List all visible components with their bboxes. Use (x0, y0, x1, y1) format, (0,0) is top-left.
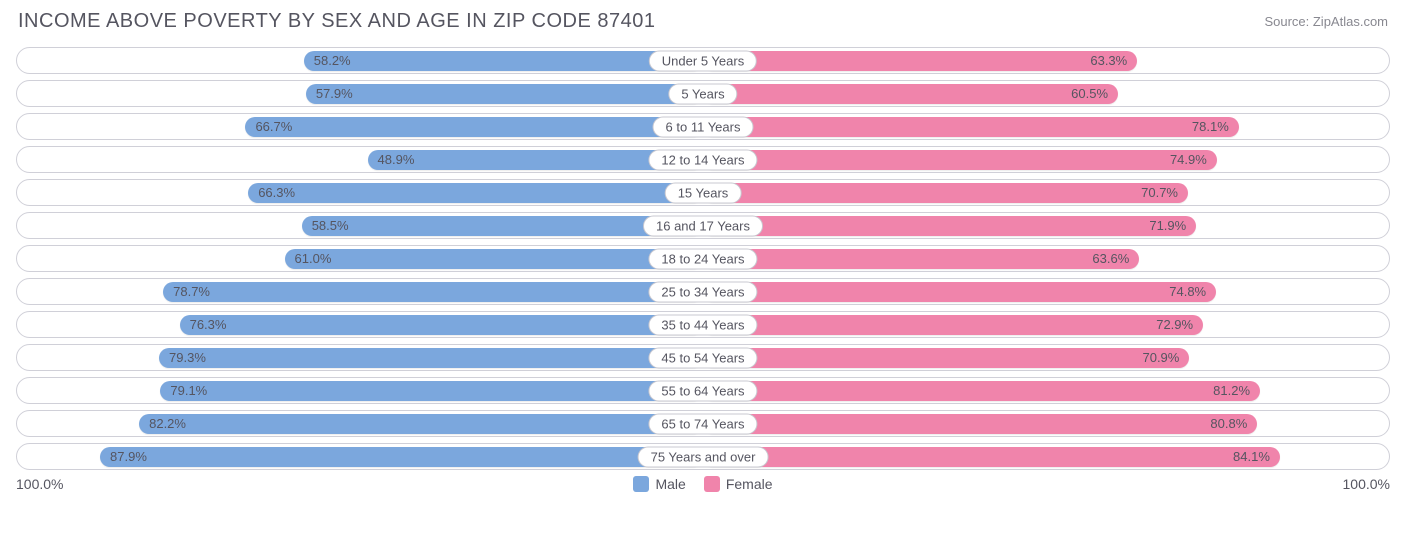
bar-male: 78.7% (163, 282, 703, 302)
legend-label-female: Female (726, 476, 773, 492)
half-female: 78.1% (703, 114, 1389, 139)
half-male: 76.3% (17, 312, 703, 337)
legend-swatch-female (704, 476, 720, 492)
half-female: 74.9% (703, 147, 1389, 172)
bar-female: 74.8% (703, 282, 1216, 302)
chart-row: 58.2%63.3%Under 5 Years (16, 47, 1390, 74)
category-label: 15 Years (665, 182, 742, 203)
chart-row: 87.9%84.1%75 Years and over (16, 443, 1390, 470)
chart-row: 57.9%60.5%5 Years (16, 80, 1390, 107)
legend-swatch-male (633, 476, 649, 492)
bar-male: 79.1% (160, 381, 703, 401)
chart-row: 66.3%70.7%15 Years (16, 179, 1390, 206)
bar-female: 63.3% (703, 51, 1137, 71)
chart-area: 58.2%63.3%Under 5 Years 57.9%60.5%5 Years… (16, 47, 1390, 470)
category-label: 45 to 54 Years (648, 347, 757, 368)
half-male: 66.7% (17, 114, 703, 139)
chart-header: INCOME ABOVE POVERTY BY SEX AND AGE IN Z… (16, 10, 1390, 33)
half-female: 70.9% (703, 345, 1389, 370)
half-female: 71.9% (703, 213, 1389, 238)
legend-item-female: Female (704, 476, 773, 492)
chart-row: 58.5%71.9%16 and 17 Years (16, 212, 1390, 239)
category-label: 12 to 14 Years (648, 149, 757, 170)
half-female: 80.8% (703, 411, 1389, 436)
chart-row: 48.9%74.9%12 to 14 Years (16, 146, 1390, 173)
legend: Male Female (633, 476, 772, 492)
half-male: 87.9% (17, 444, 703, 469)
half-male: 57.9% (17, 81, 703, 106)
chart-row: 66.7%78.1%6 to 11 Years (16, 113, 1390, 140)
chart-row: 79.3%70.9%45 to 54 Years (16, 344, 1390, 371)
bar-male: 87.9% (100, 447, 703, 467)
chart-row: 82.2%80.8%65 to 74 Years (16, 410, 1390, 437)
bar-female: 63.6% (703, 249, 1139, 269)
bar-male: 66.3% (248, 183, 703, 203)
bar-female: 71.9% (703, 216, 1196, 236)
half-male: 66.3% (17, 180, 703, 205)
legend-item-male: Male (633, 476, 685, 492)
category-label: 75 Years and over (638, 446, 769, 467)
bar-female: 74.9% (703, 150, 1217, 170)
half-female: 72.9% (703, 312, 1389, 337)
bar-male: 82.2% (139, 414, 703, 434)
bar-female: 78.1% (703, 117, 1239, 137)
bar-female: 80.8% (703, 414, 1257, 434)
chart-title: INCOME ABOVE POVERTY BY SEX AND AGE IN Z… (18, 10, 655, 33)
category-label: 18 to 24 Years (648, 248, 757, 269)
half-male: 48.9% (17, 147, 703, 172)
bar-female: 70.9% (703, 348, 1189, 368)
half-male: 79.1% (17, 378, 703, 403)
category-label: Under 5 Years (649, 50, 757, 71)
half-male: 58.2% (17, 48, 703, 73)
category-label: 55 to 64 Years (648, 380, 757, 401)
category-label: 16 and 17 Years (643, 215, 763, 236)
chart-footer: 100.0% Male Female 100.0% (16, 476, 1390, 492)
category-label: 35 to 44 Years (648, 314, 757, 335)
half-male: 82.2% (17, 411, 703, 436)
bar-male: 66.7% (245, 117, 703, 137)
half-male: 78.7% (17, 279, 703, 304)
category-label: 25 to 34 Years (648, 281, 757, 302)
bar-male: 57.9% (306, 84, 703, 104)
half-female: 60.5% (703, 81, 1389, 106)
bar-male: 79.3% (159, 348, 703, 368)
bar-male: 58.2% (304, 51, 703, 71)
half-female: 70.7% (703, 180, 1389, 205)
chart-source: Source: ZipAtlas.com (1264, 14, 1388, 29)
bar-male: 61.0% (285, 249, 703, 269)
axis-label-right: 100.0% (1343, 476, 1390, 492)
category-label: 6 to 11 Years (653, 116, 754, 137)
half-male: 58.5% (17, 213, 703, 238)
bar-male: 76.3% (180, 315, 703, 335)
bar-female: 70.7% (703, 183, 1188, 203)
bar-female: 84.1% (703, 447, 1280, 467)
half-female: 74.8% (703, 279, 1389, 304)
half-male: 61.0% (17, 246, 703, 271)
chart-row: 78.7%74.8%25 to 34 Years (16, 278, 1390, 305)
bar-female: 72.9% (703, 315, 1203, 335)
half-female: 84.1% (703, 444, 1389, 469)
half-female: 63.6% (703, 246, 1389, 271)
chart-row: 76.3%72.9%35 to 44 Years (16, 311, 1390, 338)
category-label: 5 Years (668, 83, 737, 104)
half-male: 79.3% (17, 345, 703, 370)
chart-row: 79.1%81.2%55 to 64 Years (16, 377, 1390, 404)
bar-female: 60.5% (703, 84, 1118, 104)
legend-label-male: Male (655, 476, 685, 492)
chart-row: 61.0%63.6%18 to 24 Years (16, 245, 1390, 272)
category-label: 65 to 74 Years (648, 413, 757, 434)
half-female: 63.3% (703, 48, 1389, 73)
bar-female: 81.2% (703, 381, 1260, 401)
axis-label-left: 100.0% (16, 476, 63, 492)
chart-container: INCOME ABOVE POVERTY BY SEX AND AGE IN Z… (0, 0, 1406, 559)
half-female: 81.2% (703, 378, 1389, 403)
